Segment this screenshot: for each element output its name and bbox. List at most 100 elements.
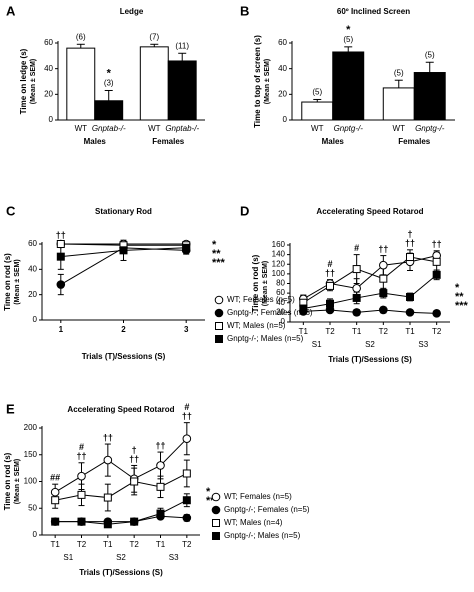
- chart-title: Ledge: [120, 7, 144, 16]
- significance-mark: *: [107, 67, 112, 79]
- x-axis-label: Trials (T)/Sessions (S): [79, 568, 163, 577]
- data-point: [56, 252, 65, 261]
- n-label: (5): [394, 68, 404, 77]
- y-tick-label: 80: [276, 279, 285, 288]
- y-tick-label: 60: [278, 38, 287, 47]
- data-point: [182, 434, 192, 444]
- panel-letter: C: [6, 203, 16, 218]
- data-point: [352, 293, 361, 302]
- n-label: (11): [175, 41, 189, 50]
- bar: [413, 72, 446, 121]
- session-label: S3: [418, 340, 428, 349]
- n-label: (7): [149, 32, 159, 41]
- significance-mark: ††: [432, 239, 442, 249]
- data-point: [156, 482, 165, 491]
- panel-letter: A: [6, 3, 16, 18]
- significance-mark: #: [327, 259, 332, 269]
- significance-mark: ††: [129, 454, 139, 464]
- bar: [66, 47, 96, 121]
- data-point: [405, 308, 415, 317]
- legend-marker: [212, 519, 220, 527]
- x-tick-label: T2: [129, 540, 139, 549]
- session-label: S3: [169, 553, 179, 562]
- x-tick-label: T2: [379, 327, 389, 336]
- y-tick-label: 200: [24, 423, 38, 432]
- chart-title: Stationary Rod: [95, 207, 152, 216]
- data-point: [77, 471, 86, 481]
- group-label: Females: [152, 137, 185, 146]
- legend-marker: [215, 322, 223, 330]
- data-point: [379, 305, 388, 315]
- x-tick-label: T1: [405, 327, 415, 336]
- series-line: [55, 515, 187, 523]
- significance-mark: *: [206, 486, 211, 498]
- x-tick-label: WT: [75, 124, 88, 133]
- y-tick-label: 0: [49, 115, 54, 124]
- x-tick-label: 1: [59, 325, 64, 334]
- x-tick-label: 3: [184, 325, 189, 334]
- series-line: [303, 309, 437, 314]
- data-point: [182, 513, 192, 523]
- panel-letter: B: [240, 3, 249, 18]
- y-tick-label: 120: [272, 259, 286, 268]
- y-axis-label: Time on ledge (s): [19, 48, 28, 114]
- y-tick-label: 40: [278, 64, 287, 73]
- data-point: [379, 260, 388, 270]
- x-tick-label: T1: [103, 540, 113, 549]
- significance-mark: ††: [155, 440, 165, 450]
- data-point: [432, 257, 441, 266]
- significance-mark: ††: [56, 230, 66, 240]
- x-tick-label: T1: [352, 327, 362, 336]
- bar: [94, 100, 124, 121]
- n-label: (5): [425, 50, 435, 59]
- legend-label: Gnptg-/-; Males (n=5): [224, 531, 301, 540]
- legend-label: WT; Males (n=5): [227, 321, 286, 330]
- series-line: [55, 473, 188, 501]
- series-line: [303, 256, 437, 304]
- data-point: [432, 309, 441, 318]
- y-axis-label: Time on rod (s): [3, 452, 12, 510]
- data-point: [50, 487, 60, 497]
- legend-label: Gnptg-/-; Females (n=5): [224, 505, 310, 514]
- y-tick-label: 40: [44, 64, 53, 73]
- series-line: [303, 255, 437, 300]
- chart-title: Accelerating Speed Rotarod: [67, 405, 174, 414]
- y-axis-label: Time on rod (s): [251, 254, 260, 312]
- significance-mark: ***: [455, 300, 469, 312]
- significance-mark: *: [346, 24, 351, 36]
- data-point: [352, 265, 361, 274]
- significance-mark: **: [455, 291, 464, 303]
- data-point: [103, 520, 112, 529]
- significance-mark: ††: [405, 238, 415, 248]
- legend-label: WT; Males (n=4): [224, 518, 283, 527]
- n-label: (3): [104, 79, 114, 88]
- legend-marker: [211, 492, 221, 502]
- significance-mark: **: [212, 248, 221, 260]
- bar: [167, 60, 197, 121]
- legend-marker: [211, 505, 221, 515]
- y-axis-label: (Mean ± SEM): [30, 59, 37, 104]
- bar: [139, 46, 169, 121]
- bar: [332, 51, 365, 121]
- significance-mark: †: [132, 445, 137, 455]
- legend-marker: [214, 295, 224, 305]
- data-point: [182, 469, 191, 478]
- legend-label: Gnptg-/-; Males (n=5): [227, 334, 304, 343]
- data-point: [379, 274, 388, 283]
- x-tick-label: WT: [311, 124, 324, 133]
- y-axis-label: (Mean ± SEM): [14, 459, 21, 504]
- y-tick-label: 60: [44, 38, 53, 47]
- y-tick-label: 140: [272, 250, 286, 259]
- legend-label: WT; Females (n=5): [224, 492, 292, 501]
- data-point: [182, 496, 191, 505]
- data-point: [352, 284, 361, 293]
- significance-mark: *: [455, 282, 460, 294]
- legend-marker: [212, 532, 220, 540]
- y-tick-label: 20: [276, 307, 285, 316]
- series-line: [55, 499, 188, 525]
- y-tick-label: 0: [33, 315, 38, 324]
- data-point: [130, 517, 139, 526]
- y-axis-label: (Mean ± SEM): [14, 259, 21, 304]
- significance-mark: #: [79, 442, 84, 452]
